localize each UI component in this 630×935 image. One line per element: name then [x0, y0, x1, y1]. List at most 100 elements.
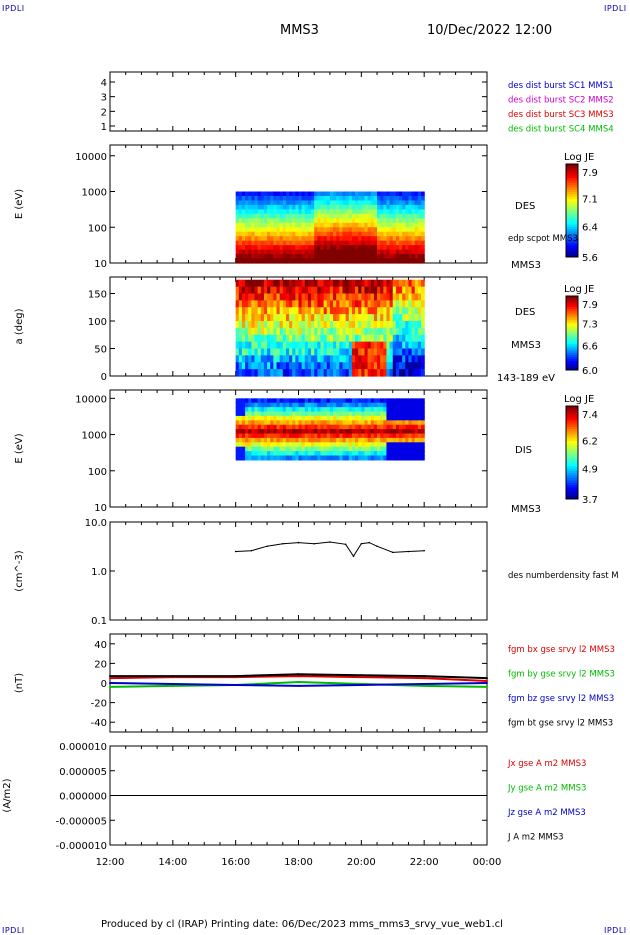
panel-dis-energy-cell — [417, 402, 422, 408]
panel-des-pitch-cell — [263, 307, 268, 315]
panel-des-pitch-cell — [339, 279, 344, 288]
panel-des-energy-cell — [323, 240, 328, 246]
panel-des-energy-cell — [402, 195, 406, 202]
panel-des-pitch-cell — [351, 286, 356, 295]
panel-des-energy-cell — [257, 249, 262, 255]
panel-dis-energy-cell — [251, 424, 256, 430]
panel-des-pitch-cell — [241, 362, 246, 370]
panel-dis-energy-cell — [260, 442, 265, 448]
panel-des-pitch-cell — [238, 314, 243, 322]
panel-dis-energy-cell — [373, 429, 378, 435]
panel-des-energy-cell — [260, 249, 265, 255]
plot-datetime: 10/Dec/2022 12:00 — [427, 23, 553, 38]
panel-des-pitch-cell — [402, 293, 406, 301]
panel-des-pitch-cell — [329, 307, 334, 315]
panel-des-pitch-cell — [267, 314, 271, 322]
panel-des-pitch-cell — [333, 300, 337, 308]
panel-dis-energy-cell — [339, 415, 344, 421]
panel-des-energy-cell — [402, 249, 406, 255]
panel-des-energy-cell — [241, 227, 246, 233]
panel-des-energy-cell — [370, 200, 375, 206]
panel-dis-energy-cell — [417, 415, 422, 421]
panel-des-pitch-cell — [279, 348, 284, 356]
panel-dis-energy-cell — [285, 424, 290, 430]
panel-des-energy-cell — [414, 209, 419, 215]
panel-des-energy-cell — [241, 236, 246, 242]
panel-des-pitch-cell — [339, 369, 344, 377]
panel-des-energy-cell — [235, 218, 240, 224]
panel-des-energy-cell — [342, 245, 347, 251]
panel-des-energy-cell — [389, 191, 394, 197]
panel-des-pitch-cell — [408, 279, 413, 288]
panel-des-pitch-cell — [241, 355, 246, 363]
panel-des-energy-cell — [414, 258, 419, 264]
panel-dis-energy-cell — [282, 424, 287, 430]
panel-des-energy-cell — [320, 258, 325, 264]
panel-des-energy-cell — [279, 222, 284, 228]
panel-des-pitch-cell — [364, 279, 369, 288]
panel-des-pitch-cell — [370, 307, 375, 315]
panel-des-energy-cell — [333, 227, 337, 233]
panel-des-energy-cell — [292, 204, 296, 210]
panel-des-pitch-cell — [386, 314, 391, 322]
panel-current-series-label: Jz gse A m2 MMS3 — [507, 808, 586, 818]
panel-des-pitch-cell — [257, 369, 262, 377]
panel-des-energy-cell — [414, 191, 419, 197]
panel-des-energy-cell — [395, 213, 400, 219]
panel-dis-energy-cell — [276, 420, 281, 426]
panel-current-ylabel: (A/m2) — [2, 778, 13, 812]
panel-des-energy-cell — [367, 218, 372, 224]
panel-des-pitch-colorbar-cell — [566, 314, 578, 317]
panel-des-pitch-cell — [377, 348, 381, 356]
panel-dis-energy-cell — [279, 437, 284, 443]
panel-dis-energy-cell — [295, 415, 300, 421]
panel-dis-energy-cell — [238, 446, 243, 452]
panel-des-pitch-cell — [279, 321, 284, 329]
panel-dis-energy-cell — [298, 415, 303, 421]
panel-des-energy-cell — [355, 227, 359, 233]
panel-des-pitch-cell — [276, 279, 281, 288]
panel-des-pitch-cell — [377, 369, 381, 377]
panel-dis-energy-cell — [238, 415, 243, 421]
panel-des-energy-cell — [333, 249, 337, 255]
panel-dis-energy-cell — [358, 437, 362, 443]
panel-dis-energy-colorbar-cell — [566, 443, 578, 447]
panel-des-energy-cell — [254, 218, 259, 224]
panel-des-energy-cell — [292, 213, 296, 219]
panel-des-energy-cell — [285, 204, 290, 210]
panel-des-energy-cell — [263, 204, 268, 210]
panel-dis-energy-cell — [414, 402, 419, 408]
panel-des-energy-cell — [304, 240, 309, 246]
panel-dis-energy-cell — [355, 455, 359, 461]
panel-des-pitch-cell — [304, 314, 309, 322]
panel-dis-energy-cell — [317, 420, 322, 426]
panel-dis-energy-cell — [273, 451, 278, 457]
panel-des-energy-cell — [304, 222, 309, 228]
panel-dis-energy-cell — [392, 407, 397, 413]
panel-dis-energy-cell — [311, 424, 315, 430]
panel-des-pitch-colorbar-cell — [566, 321, 578, 325]
panel-des-pitch-cell — [402, 341, 406, 350]
panel-des-energy-cell — [395, 191, 400, 197]
panel-des-pitch-cell — [326, 300, 331, 308]
panel-des-pitch-cell — [417, 293, 422, 301]
panel-dis-energy-cell — [392, 451, 397, 457]
panel-des-energy-cell — [408, 254, 413, 260]
panel-des-pitch-cell — [301, 362, 306, 370]
panel-dis-energy-cell — [417, 407, 422, 413]
panel-dis-energy-cell — [241, 437, 246, 443]
panel-des-pitch-cell — [311, 300, 315, 308]
panel-des-pitch-cell — [260, 334, 265, 343]
panel-des-pitch-cell — [392, 314, 397, 322]
panel-des-pitch-cell — [292, 300, 296, 308]
panel-dis-energy-cell — [402, 455, 406, 461]
panel-dis-energy-cell — [408, 455, 413, 461]
panel-des-pitch-cell — [251, 279, 256, 288]
panel-des-energy-cell — [320, 236, 325, 242]
panel-des-pitch-cell — [270, 307, 274, 315]
panel-des-pitch-cell — [307, 279, 312, 288]
panel-des-energy-cell — [399, 213, 403, 219]
panel-des-energy-cell — [326, 222, 331, 228]
panel-des-pitch-cell — [301, 314, 306, 322]
panel-des-pitch-cell — [414, 300, 419, 308]
